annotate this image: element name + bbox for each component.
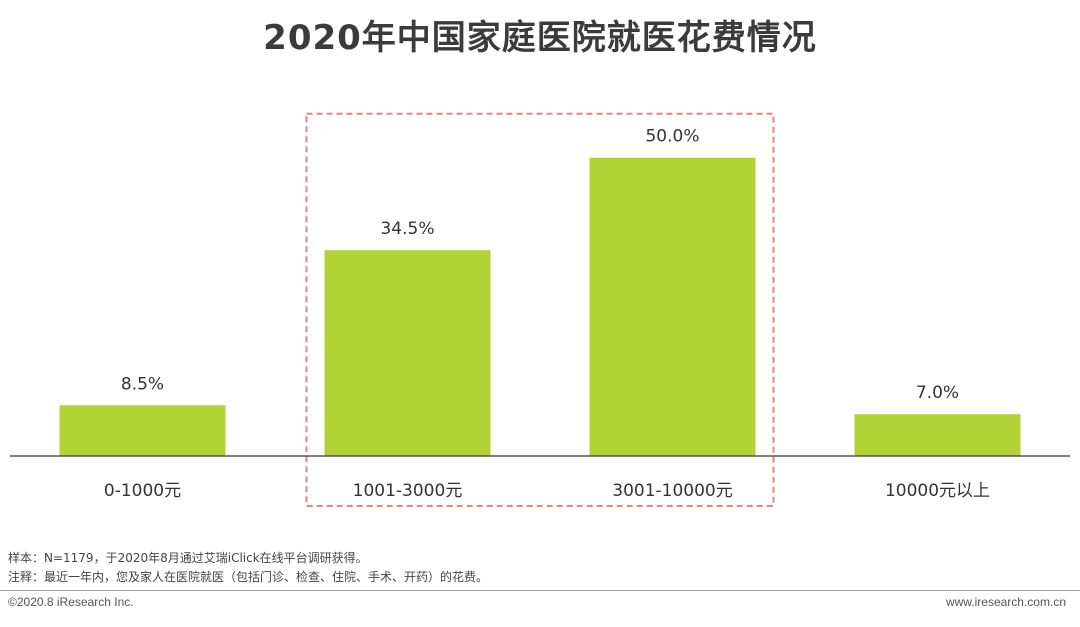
bars-layer: [59, 157, 1021, 457]
data-label-2: 34.5%: [380, 219, 434, 239]
highlight-box: [305, 112, 775, 507]
footer-divider: [0, 590, 1080, 591]
chart-title: 2020年中国家庭医院就医花费情况: [263, 18, 817, 58]
notes: 样本：N=1179，于2020年8月通过艾瑞iClick在线平台调研获得。 注释…: [8, 549, 488, 587]
category-label-3: 3001-10000元: [612, 481, 732, 501]
bar-chart: 8.5% 0-1000元 34.5% 1001-3000元 50.0% 3001-1000…: [10, 112, 1070, 507]
website-link[interactable]: www.iresearch.com.cn: [945, 595, 1066, 609]
category-label-1: 0-1000元: [104, 481, 181, 501]
category-label-4: 10000元以上: [885, 481, 990, 501]
data-label-3: 50.0%: [645, 127, 699, 147]
category-label-2: 1001-3000元: [353, 481, 463, 501]
copyright: ©2020.8 iResearch Inc.: [8, 595, 134, 609]
sample-note: 样本：N=1179，于2020年8月通过艾瑞iClick在线平台调研获得。: [8, 551, 368, 565]
data-label-1: 8.5%: [121, 374, 164, 394]
remark-note: 注释：最近一年内，您及家人在医院就医（包括门诊、检查、住院、手术、开药）的花费。: [8, 570, 489, 584]
bar-1: [59, 405, 226, 456]
bar-3: [589, 157, 756, 457]
highlight-layer: [305, 112, 775, 507]
data-label-4: 7.0%: [916, 383, 959, 403]
labels-layer: 8.5% 0-1000元 34.5% 1001-3000元 50.0% 3001-1000…: [104, 127, 990, 501]
bar-4: [854, 414, 1021, 456]
bar-2: [324, 250, 491, 456]
